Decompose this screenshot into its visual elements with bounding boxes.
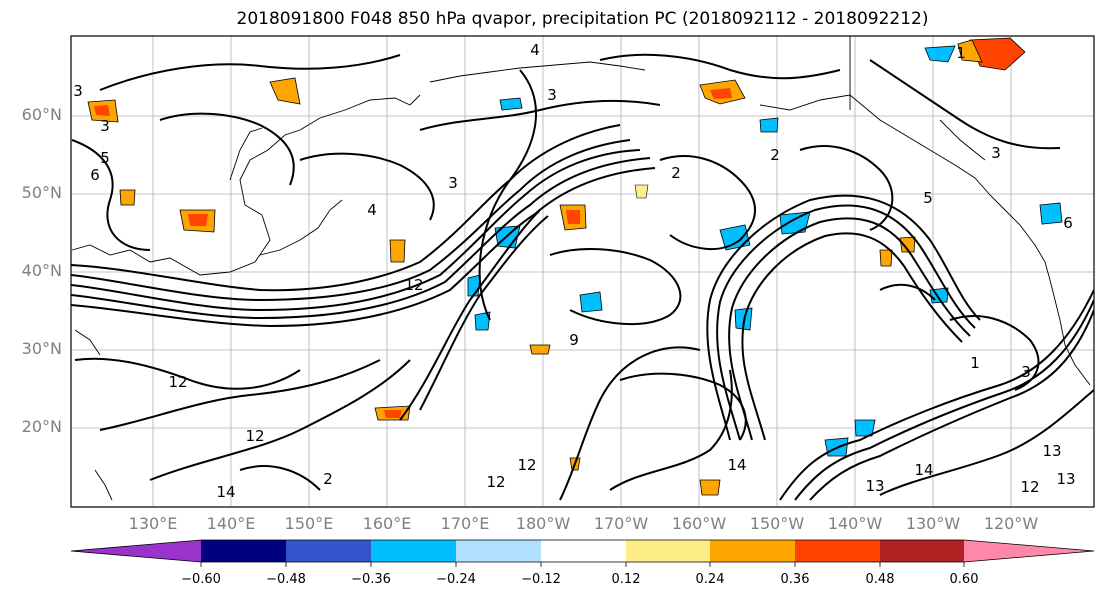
colorbar-segment xyxy=(710,540,795,562)
contour-label: 4 xyxy=(530,41,540,59)
lat-label: 50°N xyxy=(21,183,62,202)
lat-label: 60°N xyxy=(21,105,62,124)
colorbar-segment xyxy=(964,540,1094,562)
colorbar-tick-label: −0.24 xyxy=(436,572,476,587)
lat-label: 20°N xyxy=(21,417,62,436)
contour-label: 9 xyxy=(569,331,579,349)
coastlines xyxy=(71,36,1091,501)
colorbar-segment xyxy=(371,540,456,562)
contour-label: 3 xyxy=(1021,363,1031,381)
contour-label: 13 xyxy=(1056,470,1075,488)
colorbar-segment xyxy=(286,540,371,562)
colorbar-tick-label: 0.12 xyxy=(611,572,641,587)
contour-label: 6 xyxy=(1063,214,1073,232)
contour-label: 12 xyxy=(404,276,423,294)
map-frame xyxy=(70,35,1095,508)
contour-label: 12 xyxy=(245,427,264,445)
lon-label: 120°W xyxy=(983,514,1039,533)
contour-label: 14 xyxy=(914,461,933,479)
contour-label: 12 xyxy=(1020,478,1039,496)
qvapor-contours xyxy=(71,53,1094,501)
colorbar-tick-label: 0.36 xyxy=(780,572,810,587)
colorbar-segment xyxy=(880,540,964,562)
contour-label: 4 xyxy=(367,201,377,219)
colorbar-tick-label: 0.24 xyxy=(695,572,725,587)
lat-label: 40°N xyxy=(21,261,62,280)
colorbar-tick-label: −0.36 xyxy=(351,572,391,587)
lon-label: 130°E xyxy=(128,514,178,533)
lon-label: 170°E xyxy=(440,514,490,533)
contour-label: 5 xyxy=(100,149,110,167)
colorbar-segment xyxy=(541,540,626,562)
colorbar-segment xyxy=(201,540,286,562)
contour-label: 1 xyxy=(970,354,980,372)
contour-label: 12 xyxy=(517,456,536,474)
lon-label: 150°E xyxy=(284,514,334,533)
lon-label: 170°W xyxy=(593,514,649,533)
colorbar xyxy=(70,539,1095,567)
contour-label: 2 xyxy=(770,146,780,164)
contour-label: 3 xyxy=(73,82,83,100)
contour-label: 2 xyxy=(323,470,333,488)
lon-label: 140°W xyxy=(827,514,883,533)
map-background xyxy=(71,36,1094,507)
colorbar-tick-label: −0.12 xyxy=(521,572,561,587)
contour-label: 12 xyxy=(486,473,505,491)
contour-label: 2 xyxy=(671,164,681,182)
contour-label: 14 xyxy=(727,456,746,474)
map-title: 2018091800 F048 850 hPa qvapor, precipit… xyxy=(236,9,929,29)
contour-label: 3 xyxy=(100,117,110,135)
colorbar-segment xyxy=(626,540,710,562)
colorbar-tick-label: −0.48 xyxy=(266,572,306,587)
lat-label: 30°N xyxy=(21,339,62,358)
contour-label: 1 xyxy=(956,44,966,62)
colorbar-tick-label: −0.60 xyxy=(181,572,221,587)
contour-label: 13 xyxy=(865,477,884,495)
precipitation-shading xyxy=(87,37,1063,496)
colorbar-tick-label: 0.48 xyxy=(865,572,895,587)
lon-label: 160°W xyxy=(671,514,727,533)
colorbar-segment xyxy=(456,540,541,562)
contour-label: 13 xyxy=(1042,442,1061,460)
lon-label: 180°W xyxy=(515,514,571,533)
contour-label: 5 xyxy=(923,189,933,207)
lon-label: 150°W xyxy=(749,514,805,533)
lon-label: 130°W xyxy=(905,514,961,533)
contour-label: 12 xyxy=(168,373,187,391)
contour-label: 14 xyxy=(216,483,235,501)
contour-label: 3 xyxy=(448,174,458,192)
colorbar-segment xyxy=(795,540,880,562)
colorbar-segment xyxy=(71,540,201,562)
contour-label: 3 xyxy=(991,144,1001,162)
contour-label: 3 xyxy=(547,86,557,104)
colorbar-tick-label: 0.60 xyxy=(949,572,979,587)
lon-label: 160°E xyxy=(362,514,412,533)
lon-label: 140°E xyxy=(206,514,256,533)
contour-label: 6 xyxy=(90,166,100,184)
